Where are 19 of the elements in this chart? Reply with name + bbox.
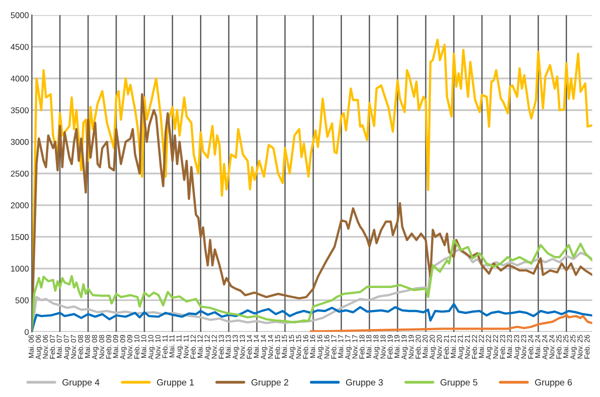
line-series — [310, 314, 592, 332]
y-tick-label: 1000 — [11, 266, 29, 272]
legend-label: Gruppe 3 — [346, 379, 383, 388]
y-tick-label: 4000 — [10, 76, 29, 82]
line-series — [32, 302, 592, 332]
y-tick-label: 2000 — [10, 202, 29, 208]
y-tick-label: 3000 — [10, 139, 29, 145]
legend-label: Gruppe 6 — [535, 379, 572, 388]
y-tick-label: 0 — [24, 329, 29, 335]
y-tick-label: 4500 — [10, 44, 29, 50]
y-tick-label: 3500 — [10, 107, 29, 114]
y-tick-label: 2500 — [10, 170, 29, 177]
legend-label: Gruppe 5 — [440, 379, 478, 388]
legend-label: Gruppe 4 — [62, 379, 100, 388]
legend-label: Gruppe 1 — [157, 379, 194, 388]
y-tick-label: 500 — [15, 297, 29, 304]
y-tick-label: 1500 — [11, 234, 29, 240]
y-tick-label: 5000 — [10, 12, 29, 18]
legend-label: Gruppe 2 — [252, 379, 288, 388]
